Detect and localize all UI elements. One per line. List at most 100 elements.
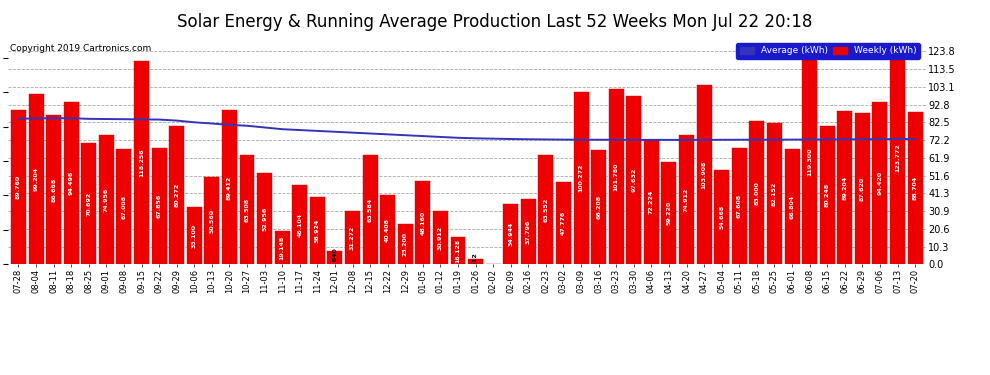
Bar bbox=[274, 231, 290, 264]
Text: 89.204: 89.204 bbox=[842, 176, 847, 200]
Bar bbox=[539, 155, 553, 264]
Text: 89.760: 89.760 bbox=[16, 175, 21, 199]
Bar bbox=[802, 59, 817, 264]
Text: Solar Energy & Running Average Production Last 52 Weeks Mon Jul 22 20:18: Solar Energy & Running Average Productio… bbox=[177, 13, 813, 31]
Text: 63.308: 63.308 bbox=[245, 198, 249, 222]
Text: 123.772: 123.772 bbox=[895, 144, 900, 172]
Bar bbox=[732, 148, 746, 264]
Text: 66.804: 66.804 bbox=[790, 195, 795, 219]
Text: 82.152: 82.152 bbox=[772, 182, 777, 206]
Bar bbox=[257, 173, 272, 264]
Text: 88.704: 88.704 bbox=[913, 176, 918, 200]
Bar bbox=[521, 199, 536, 264]
Text: 7.840: 7.840 bbox=[333, 248, 338, 267]
Text: 70.692: 70.692 bbox=[86, 192, 91, 216]
Text: 83.000: 83.000 bbox=[754, 181, 759, 205]
Text: 33.100: 33.100 bbox=[192, 224, 197, 248]
Bar bbox=[890, 51, 905, 264]
Bar bbox=[134, 61, 149, 264]
Text: 59.220: 59.220 bbox=[666, 201, 671, 225]
Text: 94.420: 94.420 bbox=[877, 171, 882, 195]
Bar bbox=[908, 112, 923, 264]
Bar bbox=[169, 126, 184, 264]
Bar bbox=[29, 93, 44, 264]
Text: 23.200: 23.200 bbox=[403, 232, 408, 256]
Text: 74.956: 74.956 bbox=[104, 188, 109, 212]
Text: 37.796: 37.796 bbox=[526, 220, 531, 244]
Bar bbox=[81, 142, 96, 264]
Bar bbox=[714, 170, 730, 264]
Bar bbox=[450, 237, 465, 264]
Text: 66.208: 66.208 bbox=[596, 195, 601, 219]
Bar bbox=[433, 211, 447, 264]
Bar bbox=[398, 224, 413, 264]
Bar bbox=[328, 251, 343, 264]
Text: 47.776: 47.776 bbox=[561, 211, 566, 236]
Bar bbox=[362, 155, 377, 264]
Text: 99.204: 99.204 bbox=[34, 167, 39, 191]
Bar bbox=[679, 135, 694, 264]
Bar bbox=[644, 140, 659, 264]
Text: 80.248: 80.248 bbox=[825, 183, 830, 207]
Bar bbox=[204, 177, 220, 264]
Text: 19.148: 19.148 bbox=[280, 236, 285, 260]
Text: 74.912: 74.912 bbox=[684, 188, 689, 212]
Text: 119.300: 119.300 bbox=[807, 147, 812, 176]
Text: 63.584: 63.584 bbox=[367, 198, 372, 222]
Bar bbox=[573, 92, 588, 264]
Text: 101.780: 101.780 bbox=[614, 162, 619, 191]
Bar bbox=[556, 182, 571, 264]
Bar bbox=[99, 135, 114, 264]
Bar bbox=[767, 123, 782, 264]
Bar bbox=[784, 149, 800, 264]
Text: 16.128: 16.128 bbox=[455, 238, 460, 262]
Text: 48.160: 48.160 bbox=[421, 211, 426, 235]
Bar bbox=[187, 207, 202, 264]
Bar bbox=[697, 86, 712, 264]
Text: 72.224: 72.224 bbox=[648, 190, 653, 214]
Bar bbox=[47, 115, 61, 264]
Bar bbox=[855, 114, 870, 264]
Text: 94.496: 94.496 bbox=[68, 171, 73, 195]
Text: 40.408: 40.408 bbox=[385, 217, 390, 242]
Text: 50.560: 50.560 bbox=[209, 209, 215, 233]
Text: 87.620: 87.620 bbox=[860, 177, 865, 201]
Bar bbox=[416, 182, 431, 264]
Text: 34.944: 34.944 bbox=[508, 222, 513, 246]
Bar bbox=[627, 96, 642, 264]
Bar bbox=[222, 110, 237, 264]
Bar bbox=[11, 110, 26, 264]
Text: 100.272: 100.272 bbox=[578, 164, 583, 192]
Text: Copyright 2019 Cartronics.com: Copyright 2019 Cartronics.com bbox=[10, 44, 151, 53]
Bar bbox=[240, 155, 254, 264]
Bar bbox=[872, 102, 887, 264]
Text: 67.008: 67.008 bbox=[122, 195, 127, 219]
Text: 97.632: 97.632 bbox=[632, 168, 637, 192]
Bar bbox=[380, 195, 395, 264]
Text: 30.912: 30.912 bbox=[438, 226, 443, 250]
Text: 118.256: 118.256 bbox=[139, 148, 144, 177]
Text: 63.552: 63.552 bbox=[544, 198, 548, 222]
Text: 52.956: 52.956 bbox=[262, 207, 267, 231]
Bar bbox=[346, 210, 360, 264]
Bar bbox=[820, 126, 835, 264]
Bar bbox=[63, 102, 78, 264]
Legend: Average (kWh), Weekly (kWh): Average (kWh), Weekly (kWh) bbox=[737, 43, 921, 59]
Bar bbox=[749, 122, 764, 264]
Bar bbox=[468, 259, 483, 264]
Bar bbox=[117, 149, 132, 264]
Text: 46.104: 46.104 bbox=[297, 213, 302, 237]
Text: 67.608: 67.608 bbox=[737, 194, 742, 218]
Text: 86.668: 86.668 bbox=[51, 178, 56, 202]
Bar bbox=[838, 111, 852, 264]
Text: 80.272: 80.272 bbox=[174, 183, 179, 207]
Bar bbox=[292, 185, 307, 264]
Text: 103.908: 103.908 bbox=[702, 161, 707, 189]
Text: 54.668: 54.668 bbox=[719, 205, 725, 230]
Text: 3.012: 3.012 bbox=[473, 252, 478, 272]
Bar bbox=[591, 150, 606, 264]
Text: 31.272: 31.272 bbox=[350, 225, 355, 250]
Text: 89.412: 89.412 bbox=[227, 175, 232, 200]
Bar bbox=[151, 147, 166, 264]
Bar bbox=[310, 197, 325, 264]
